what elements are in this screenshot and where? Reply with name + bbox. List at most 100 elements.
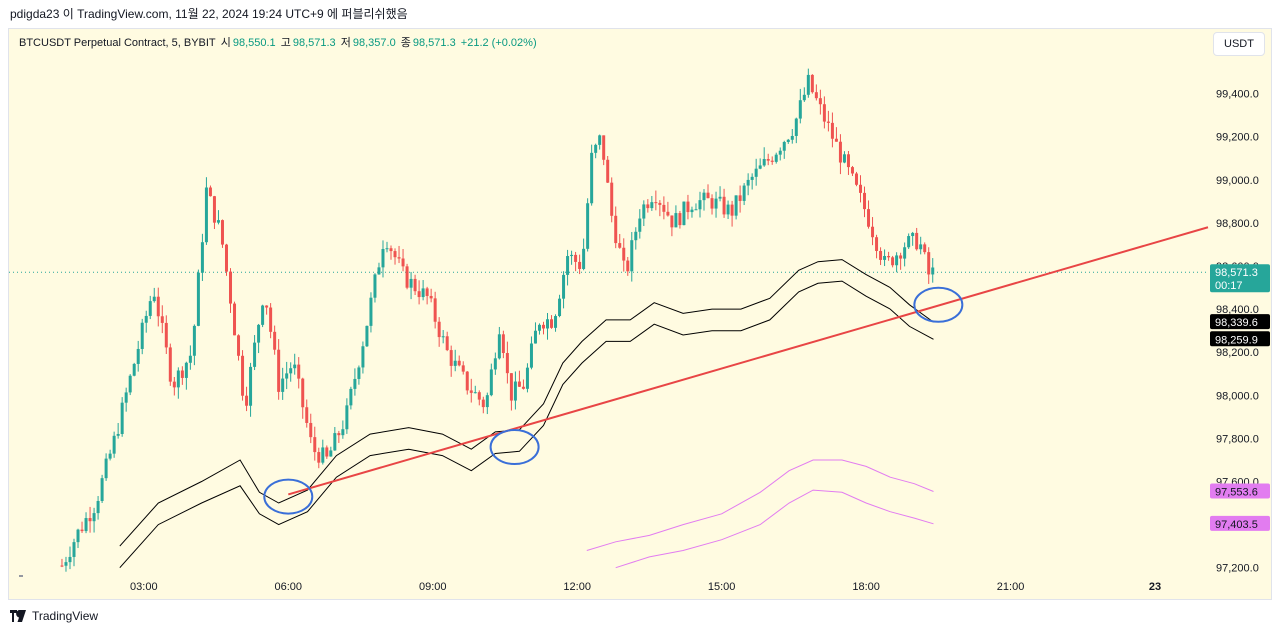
candle-down: [405, 266, 409, 288]
candle-down: [618, 243, 622, 248]
price-badge-bg: [1210, 483, 1270, 499]
x-tick-label: 21:00: [997, 581, 1025, 593]
open-label: 시: [220, 37, 231, 49]
candle-down: [224, 244, 228, 272]
last-price-badge-countdown: 00:17: [1215, 280, 1243, 292]
high-value: 98,571.3: [292, 37, 336, 49]
candle-up: [762, 158, 766, 166]
candle-up: [104, 458, 108, 479]
candle-down: [208, 187, 212, 197]
envelope-upper-line: [119, 259, 934, 547]
price-axis[interactable]: [1208, 29, 1271, 599]
candle-up: [96, 500, 100, 514]
candle-up: [802, 94, 806, 101]
annotation-circle[interactable]: [913, 286, 964, 323]
candle-up: [842, 154, 846, 163]
candle-down: [858, 184, 862, 193]
candle-up: [497, 334, 501, 359]
symbol-label[interactable]: BTCUSDT Perpetual Contract, 5, BYBIT: [19, 37, 216, 49]
currency-button[interactable]: USDT: [1213, 32, 1265, 56]
candle-up: [537, 324, 541, 331]
candle-up: [513, 381, 517, 401]
candle-down: [766, 158, 770, 161]
candle-up: [907, 236, 911, 248]
plot-area[interactable]: [9, 29, 1208, 572]
candle-up: [562, 274, 566, 299]
candle-up: [570, 254, 574, 257]
candle-up: [778, 150, 782, 155]
candle-up: [120, 402, 124, 434]
candle-down: [626, 260, 630, 272]
y-tick-label: 98,200.0: [1216, 347, 1259, 359]
candle-down: [646, 204, 650, 209]
candle-up: [289, 368, 293, 374]
price-badge-bg: [1210, 314, 1270, 330]
candle-up: [124, 392, 128, 403]
envelope-lower-line: [119, 280, 934, 569]
price-badge: 97,553.6: [1215, 486, 1258, 498]
candle-down: [160, 316, 164, 323]
time-axis[interactable]: [9, 572, 1208, 599]
candle-up: [176, 370, 180, 388]
high-label: 고: [280, 37, 291, 49]
trendline[interactable]: [288, 226, 1209, 496]
candle-up: [566, 256, 570, 275]
candle-down: [80, 529, 84, 532]
chart-canvas[interactable]: 97,200.097,400.097,600.097,800.098,000.0…: [9, 29, 1271, 599]
candle-up: [758, 165, 762, 169]
candle-up: [136, 348, 140, 364]
candle-up: [883, 255, 887, 260]
candle-down: [838, 141, 842, 163]
candle-up: [702, 192, 706, 201]
candle-up: [774, 154, 778, 162]
close-label: 종: [400, 37, 411, 49]
candle-down: [501, 334, 505, 354]
candle-up: [341, 429, 345, 436]
candle-down: [610, 182, 614, 216]
candle-up: [204, 187, 208, 243]
candle-down: [393, 251, 397, 258]
candle-up: [353, 378, 357, 389]
candle-up: [911, 232, 915, 237]
candle-up: [76, 529, 80, 543]
last-price-badge-bg: [1210, 264, 1270, 293]
candle-down: [923, 244, 927, 253]
candle-down: [927, 252, 931, 275]
candle-up: [525, 367, 529, 389]
annotation-circle[interactable]: [489, 429, 540, 466]
candle-down: [301, 378, 305, 408]
price-badge-bg: [1210, 331, 1270, 347]
candle-up: [441, 336, 445, 338]
x-tick-label: 06:00: [275, 581, 303, 593]
candle-down: [273, 331, 277, 350]
candle-up: [281, 378, 285, 392]
candle-down: [899, 255, 903, 259]
candle-up: [746, 179, 750, 186]
candle-up: [642, 204, 646, 219]
candle-up: [373, 274, 377, 298]
candle-up: [321, 447, 325, 463]
close-value: 98,571.3: [412, 37, 456, 49]
x-tick-label: 12:00: [563, 581, 591, 593]
price-badge: 97,403.5: [1215, 519, 1258, 531]
annotation-circle[interactable]: [263, 478, 314, 515]
candle-down: [867, 209, 871, 227]
candle-down: [417, 291, 421, 298]
candle-up: [381, 249, 385, 268]
candle-down: [309, 422, 313, 438]
candle-up: [64, 562, 68, 566]
candle-up: [92, 513, 96, 522]
footer-brand[interactable]: TradingView: [10, 606, 98, 626]
candle-down: [60, 565, 64, 567]
candle-down: [706, 192, 710, 199]
candle-down: [212, 196, 216, 223]
low-label: 저: [340, 37, 351, 49]
candle-down: [846, 154, 850, 168]
candle-down: [730, 204, 734, 216]
candle-down: [541, 324, 545, 329]
x-tick-label: 09:00: [419, 581, 447, 593]
price-badge-bg: [1210, 515, 1270, 531]
candle-down: [297, 364, 301, 379]
candle-up: [554, 316, 558, 328]
candle-up: [409, 278, 413, 288]
